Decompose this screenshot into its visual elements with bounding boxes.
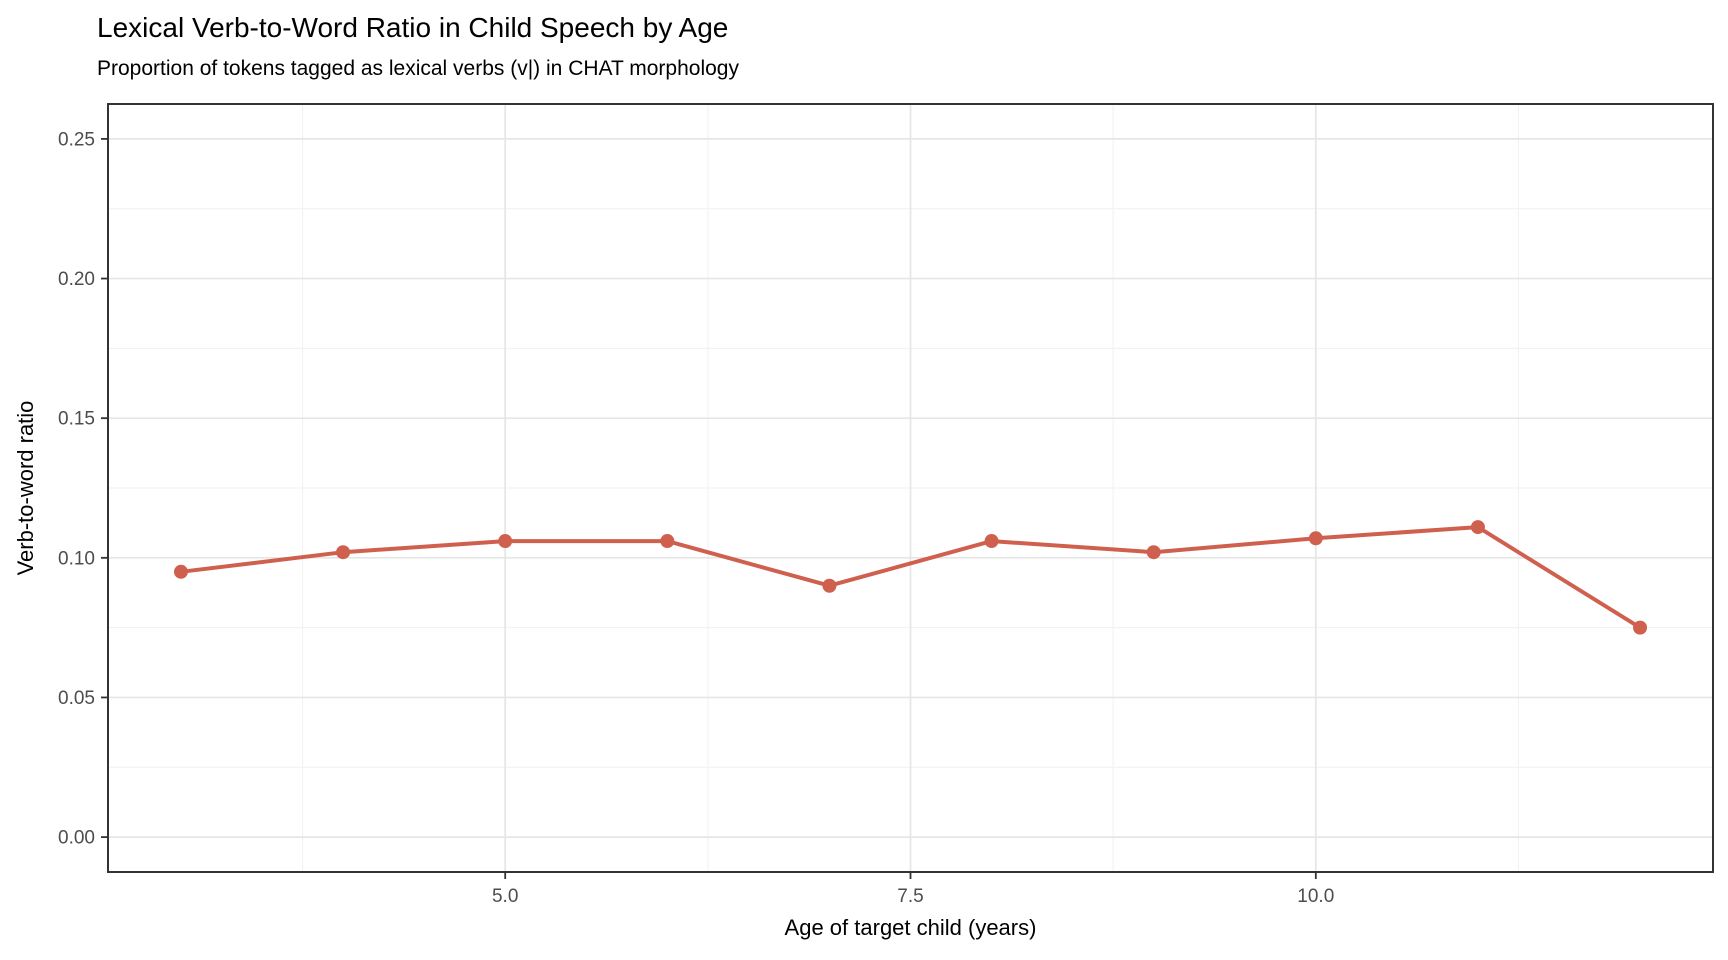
x-tick-label: 5.0 [492, 886, 518, 907]
data-point [1633, 620, 1648, 635]
data-point [660, 534, 675, 549]
data-point [1146, 545, 1161, 560]
data-point [1470, 520, 1485, 535]
data-point [822, 578, 837, 593]
y-tick-label: 0.20 [58, 269, 95, 290]
y-axis-title: Verb-to-word ratio [13, 400, 38, 576]
data-point [984, 534, 999, 549]
y-tick-label: 0.25 [58, 129, 95, 150]
y-tick-label: 0.05 [58, 688, 95, 709]
data-point [173, 564, 188, 579]
chart-subtitle: Proportion of tokens tagged as lexical v… [97, 57, 739, 80]
x-tick-label: 7.5 [897, 886, 923, 907]
data-point [498, 534, 513, 549]
x-axis-title: Age of target child (years) [784, 915, 1037, 940]
y-tick-label: 0.10 [58, 548, 95, 569]
data-point [336, 545, 351, 560]
data-line [180, 525, 1642, 630]
x-tick-label: 10.0 [1297, 886, 1334, 907]
y-tick-label: 0.00 [58, 828, 95, 849]
data-point [1308, 531, 1323, 546]
chart-title: Lexical Verb-to-Word Ratio in Child Spee… [97, 12, 729, 43]
y-tick-label: 0.15 [58, 409, 95, 430]
